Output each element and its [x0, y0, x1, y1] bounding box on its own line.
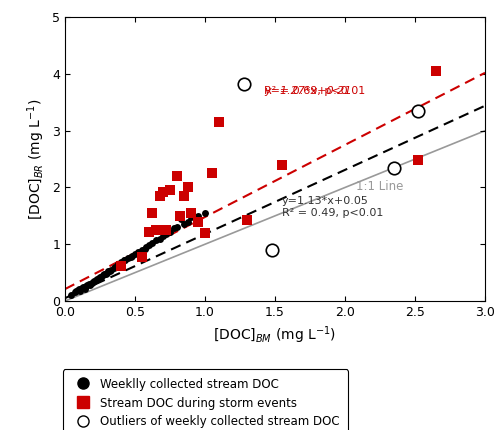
Point: [243, 217, 251, 224]
Point: [106, 267, 114, 274]
Point: [156, 193, 164, 200]
Point: [88, 280, 96, 286]
Point: [390, 164, 398, 171]
Point: [184, 184, 192, 191]
Point: [180, 193, 188, 200]
Point: [176, 212, 184, 219]
Point: [75, 285, 83, 292]
Point: [120, 257, 128, 264]
Point: [240, 81, 248, 88]
Point: [208, 170, 216, 177]
Point: [103, 269, 111, 276]
Point: [194, 212, 202, 219]
Point: [110, 264, 118, 271]
Point: [194, 218, 202, 225]
Point: [93, 276, 101, 283]
Point: [173, 224, 181, 230]
Point: [145, 242, 153, 249]
Point: [107, 266, 115, 273]
Point: [128, 252, 136, 259]
Point: [78, 285, 86, 292]
Point: [278, 161, 286, 168]
Point: [414, 108, 422, 114]
Point: [71, 289, 79, 296]
Point: [156, 235, 164, 242]
Point: [166, 187, 174, 194]
Point: [432, 68, 440, 74]
Point: [90, 278, 98, 285]
Point: [187, 214, 195, 221]
Point: [180, 221, 188, 228]
Point: [66, 292, 74, 299]
Point: [121, 256, 129, 263]
Point: [162, 230, 170, 237]
Point: [114, 261, 122, 267]
Point: [201, 209, 209, 216]
Point: [104, 268, 112, 275]
Point: [98, 273, 106, 280]
Point: [177, 215, 185, 222]
Legend: Weeklly collected stream DOC, Stream DOC during storm events, Outliers of weekly: Weeklly collected stream DOC, Stream DOC…: [62, 369, 348, 430]
Text: 1:1 Line: 1:1 Line: [356, 180, 404, 193]
Point: [187, 209, 195, 216]
Point: [96, 274, 104, 281]
Point: [85, 280, 93, 287]
Point: [159, 189, 167, 196]
Text: y=1.27*x+0.21: y=1.27*x+0.21: [264, 86, 351, 95]
Point: [84, 282, 92, 289]
Point: [173, 173, 181, 180]
Point: [102, 270, 110, 277]
Point: [134, 248, 142, 255]
Point: [215, 119, 223, 126]
Point: [142, 244, 150, 251]
Text: y=1.13*x+0.05: y=1.13*x+0.05: [282, 196, 369, 206]
Y-axis label: [DOC]$_{BR}$ (mg L$^{-1}$): [DOC]$_{BR}$ (mg L$^{-1}$): [25, 98, 46, 220]
Point: [162, 227, 170, 233]
Point: [124, 255, 132, 262]
Point: [80, 285, 88, 292]
Point: [145, 228, 153, 235]
Point: [159, 232, 167, 239]
Point: [94, 275, 102, 282]
Point: [131, 250, 139, 257]
Point: [100, 271, 108, 278]
Point: [138, 253, 146, 260]
Point: [76, 287, 84, 294]
Point: [166, 228, 174, 235]
Point: [127, 253, 135, 260]
Point: [112, 264, 120, 270]
Point: [201, 230, 209, 236]
Point: [148, 240, 156, 246]
Text: R² = 0.49, p<0.01: R² = 0.49, p<0.01: [282, 209, 384, 218]
Point: [138, 246, 146, 253]
Point: [117, 262, 125, 269]
Point: [184, 218, 192, 225]
Point: [113, 262, 121, 269]
Point: [82, 282, 90, 289]
Point: [79, 283, 87, 290]
Point: [89, 279, 97, 286]
Point: [141, 246, 149, 252]
Point: [99, 272, 107, 279]
Point: [117, 259, 125, 266]
Point: [148, 209, 156, 216]
Point: [170, 225, 178, 232]
Point: [268, 246, 276, 253]
Point: [152, 236, 160, 243]
Point: [86, 282, 94, 289]
Point: [72, 287, 80, 294]
Text: R² = 0.69, p<0.01: R² = 0.69, p<0.01: [264, 74, 365, 95]
Point: [152, 227, 160, 233]
Point: [74, 286, 82, 293]
Point: [414, 157, 422, 164]
X-axis label: [DOC]$_{BM}$ (mg L$^{-1}$): [DOC]$_{BM}$ (mg L$^{-1}$): [214, 324, 336, 346]
Point: [92, 276, 100, 283]
